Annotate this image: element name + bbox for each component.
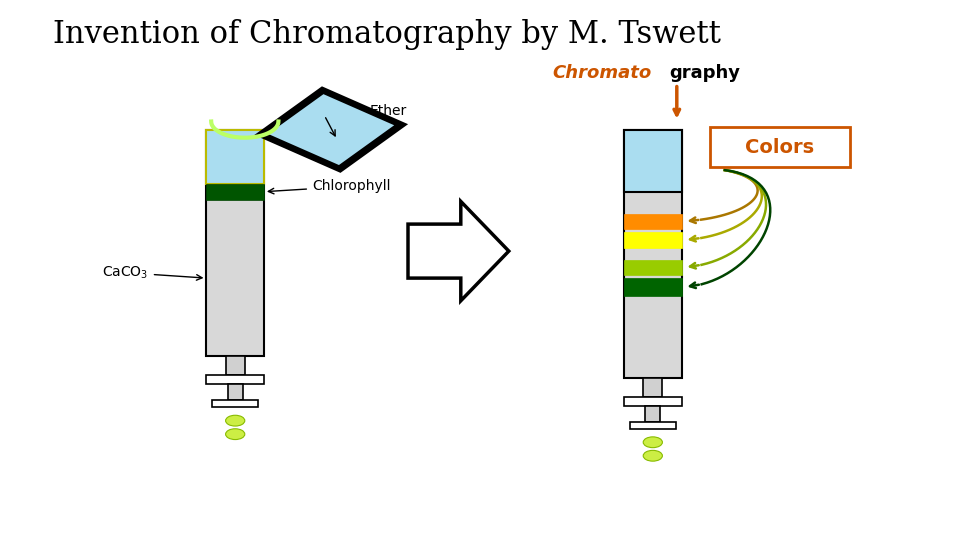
Text: $\mathregular{CaCO_3}$: $\mathregular{CaCO_3}$	[103, 265, 202, 281]
Bar	[206, 184, 264, 200]
Bar	[643, 378, 662, 397]
Bar	[206, 130, 264, 184]
Text: graphy: graphy	[669, 64, 740, 82]
Circle shape	[643, 437, 662, 448]
Text: Chromato: Chromato	[552, 64, 651, 82]
Bar	[226, 356, 245, 375]
Bar	[624, 214, 682, 229]
Circle shape	[226, 415, 245, 426]
Bar	[624, 130, 682, 192]
Bar	[212, 400, 258, 407]
Polygon shape	[408, 201, 509, 301]
Bar	[206, 375, 264, 384]
Bar	[206, 130, 264, 356]
Bar	[228, 384, 243, 400]
Bar	[624, 130, 682, 378]
Bar	[624, 232, 682, 247]
Circle shape	[643, 450, 662, 461]
Circle shape	[226, 429, 245, 440]
Text: Chlorophyll: Chlorophyll	[269, 179, 391, 194]
Bar	[645, 406, 660, 422]
Text: Invention of Chromatography by M. Tswett: Invention of Chromatography by M. Tswett	[53, 19, 721, 50]
Text: Colors: Colors	[745, 138, 815, 157]
Polygon shape	[268, 94, 395, 165]
Polygon shape	[257, 88, 405, 171]
Bar	[624, 397, 682, 406]
Bar	[624, 278, 682, 296]
Bar	[630, 422, 676, 429]
Bar	[624, 260, 682, 275]
Text: Ether: Ether	[370, 104, 407, 118]
FancyBboxPatch shape	[710, 127, 850, 167]
